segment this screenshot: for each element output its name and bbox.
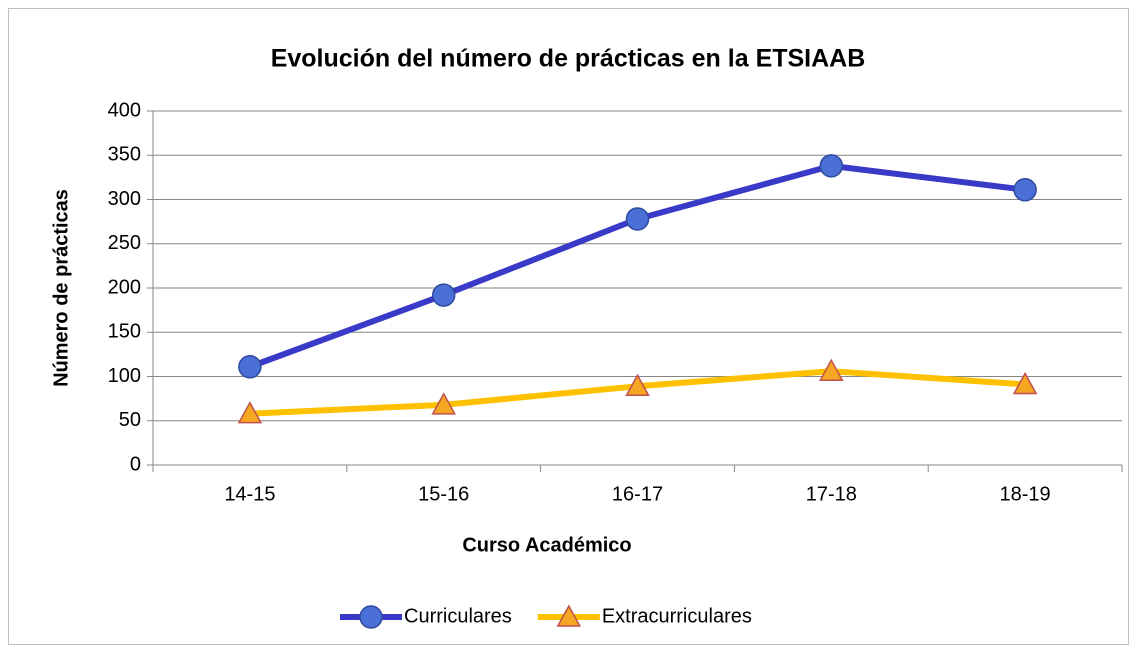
y-tick-label: 250: [108, 232, 141, 254]
legend-marker: [359, 605, 383, 629]
data-point: [431, 392, 456, 415]
data-point: [1012, 371, 1038, 395]
y-tick-label: 350: [108, 144, 141, 166]
y-tick-label: 100: [108, 365, 141, 387]
chart-title: Evolución del número de prácticas en la …: [271, 45, 866, 73]
y-tick-label: 300: [108, 188, 141, 210]
data-point: [431, 283, 456, 307]
data-point: [625, 207, 650, 231]
x-tick-label: 14-15: [224, 483, 275, 505]
data-point: [238, 355, 262, 379]
chart-border: [8, 8, 1129, 645]
data-point: [237, 401, 263, 424]
data-point: [819, 154, 844, 178]
y-tick-label: 200: [108, 276, 141, 298]
legend-marker: [556, 604, 582, 627]
x-tick-label: 15-16: [418, 483, 469, 505]
data-point: [819, 358, 844, 381]
legend-label: Curriculares: [404, 605, 512, 627]
x-tick-label: 17-18: [806, 483, 857, 505]
y-tick-label: 150: [108, 321, 141, 343]
y-tick-label: 50: [119, 409, 141, 431]
data-point: [1013, 178, 1037, 202]
x-tick-label: 18-19: [1000, 483, 1051, 505]
x-tick-label: 16-17: [612, 483, 663, 505]
y-tick-label: 400: [108, 99, 141, 121]
data-point: [625, 373, 650, 396]
y-tick-label: 0: [130, 453, 141, 475]
x-axis-title: Curso Académico: [462, 534, 631, 556]
legend-label: Extracurriculares: [602, 605, 752, 627]
y-axis-title: Número de prácticas: [50, 189, 72, 387]
